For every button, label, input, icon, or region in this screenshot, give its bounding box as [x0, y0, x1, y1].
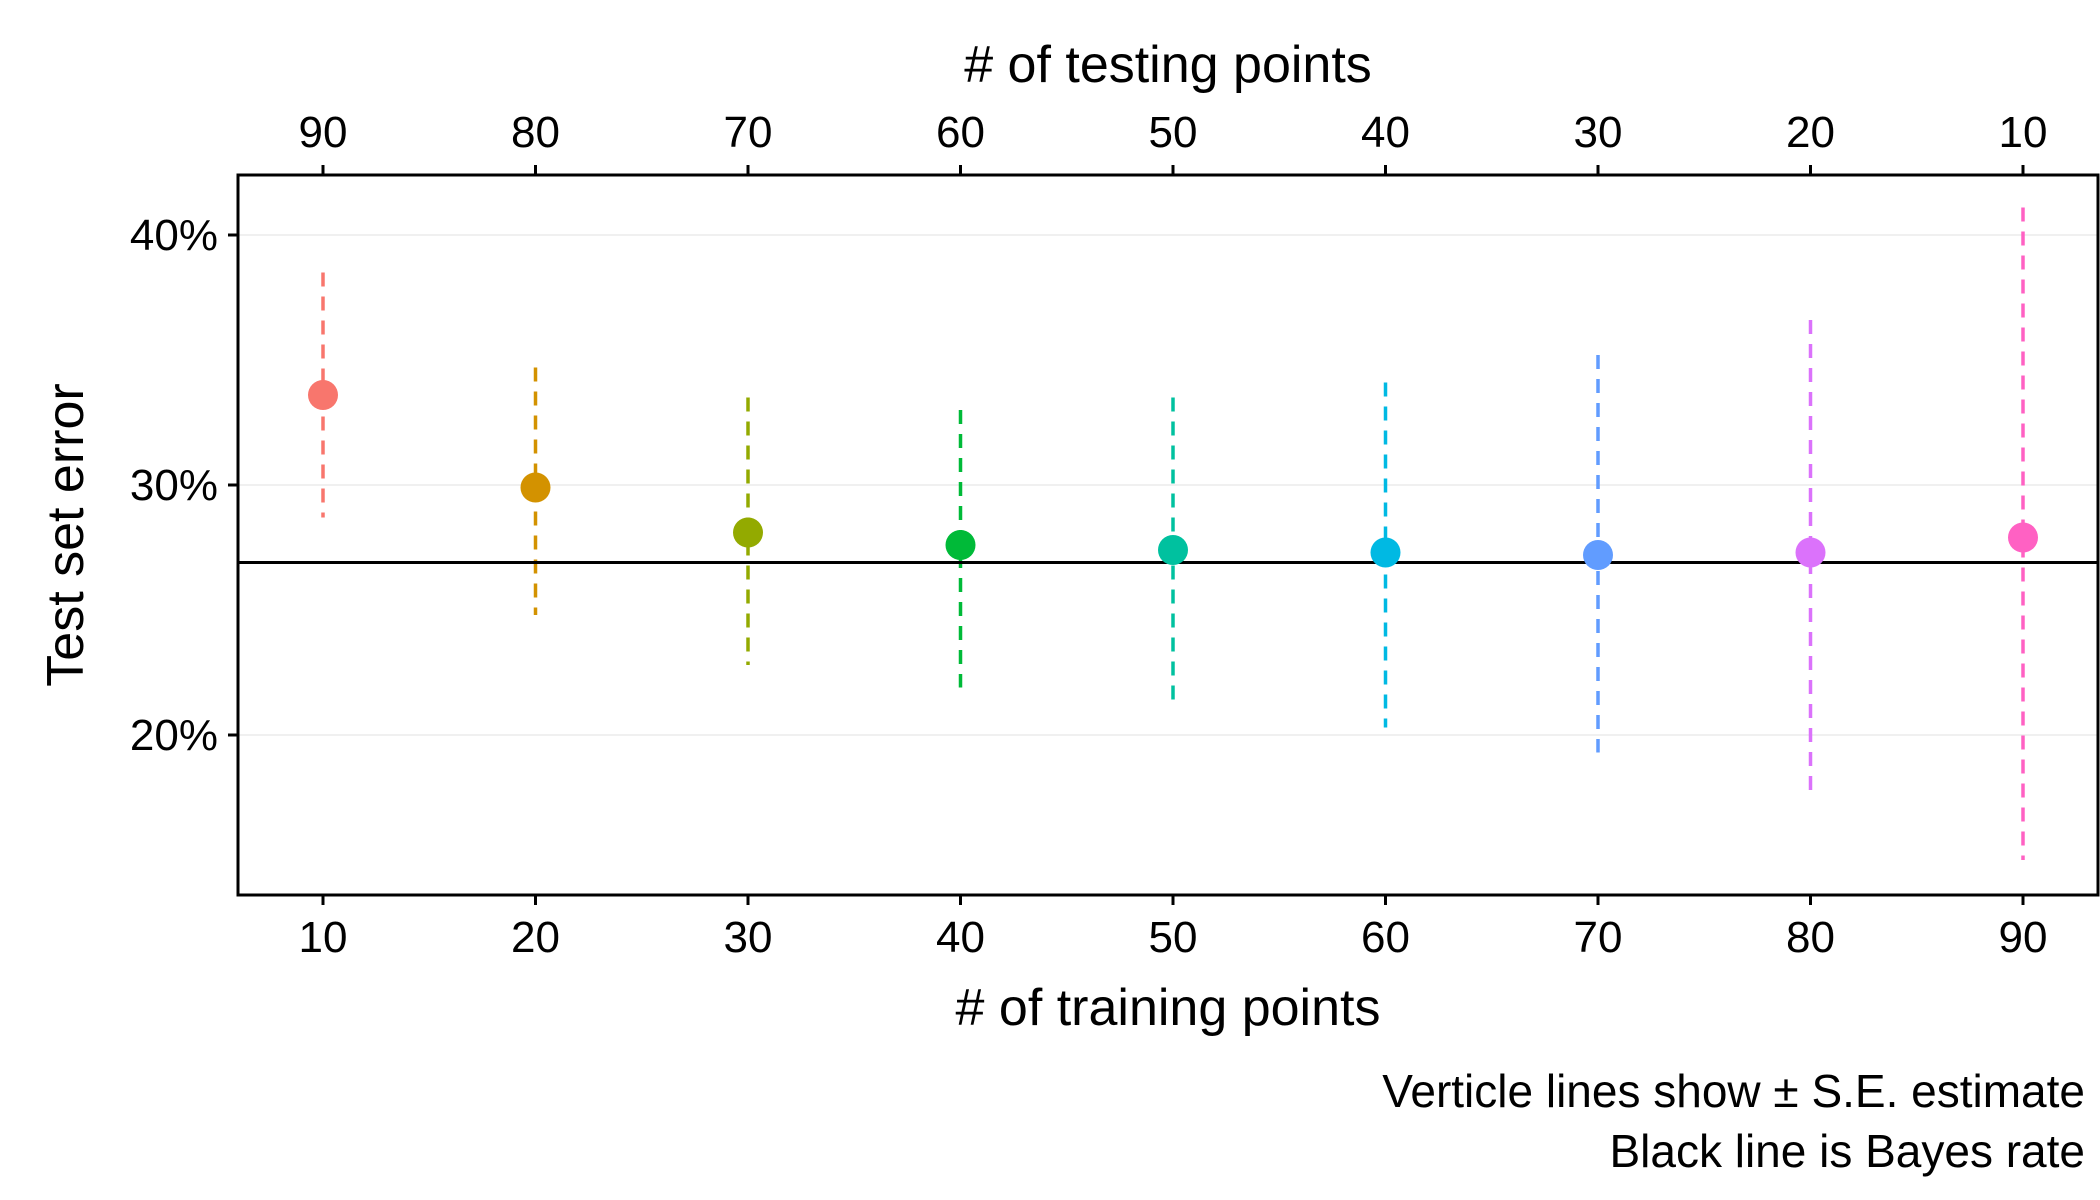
data-point — [1158, 535, 1188, 565]
y-axis-title: Test set error — [37, 383, 95, 686]
x-tick-label: 40 — [936, 913, 985, 962]
data-point — [520, 472, 551, 503]
x-top-tick-label: 80 — [511, 108, 560, 157]
caption-line-1: Verticle lines show ± S.E. estimate — [1382, 1065, 2085, 1117]
x-top-axis-title: # of testing points — [964, 36, 1372, 94]
plot-panel-border — [236, 173, 2100, 897]
x-top-tick-label: 40 — [1361, 108, 1410, 157]
y-tick-label: 40% — [130, 211, 218, 260]
x-tick-label: 70 — [1574, 913, 1623, 962]
x-tick-label: 80 — [1786, 913, 1835, 962]
x-tick-label: 60 — [1361, 913, 1410, 962]
x-top-axis-ticks: 90 80 70 60 50 40 30 20 10 — [299, 108, 2048, 175]
data-point — [945, 530, 976, 560]
grid-lines — [238, 234, 2098, 736]
x-axis-title: # of training points — [956, 979, 1381, 1037]
y-tick-label: 30% — [130, 461, 218, 510]
data-point — [733, 517, 763, 548]
x-top-tick-label: 90 — [299, 108, 348, 157]
x-tick-label: 90 — [1999, 913, 2048, 962]
data-points — [308, 380, 2038, 570]
y-axis-ticks: 20% 30% 40% — [130, 211, 238, 760]
x-tick-label: 10 — [299, 913, 348, 962]
y-tick-label: 20% — [130, 711, 218, 760]
x-top-tick-label: 50 — [1149, 108, 1198, 157]
x-top-tick-label: 60 — [936, 108, 985, 157]
error-bars — [321, 207, 2025, 860]
x-top-tick-label: 10 — [1999, 108, 2048, 157]
x-top-tick-label: 70 — [724, 108, 773, 157]
caption-line-2: Black line is Bayes rate — [1609, 1125, 2085, 1177]
data-point — [1795, 537, 1826, 568]
x-tick-label: 20 — [511, 913, 560, 962]
x-tick-label: 30 — [724, 913, 773, 962]
data-point — [308, 380, 338, 410]
x-tick-label: 50 — [1149, 913, 1198, 962]
data-point — [1370, 537, 1401, 568]
x-top-tick-label: 20 — [1786, 108, 1835, 157]
x-top-tick-label: 30 — [1574, 108, 1623, 157]
data-point — [2008, 522, 2038, 553]
data-point — [1583, 540, 1613, 570]
x-axis-ticks: 10 20 30 40 50 60 70 80 90 — [299, 895, 2048, 962]
